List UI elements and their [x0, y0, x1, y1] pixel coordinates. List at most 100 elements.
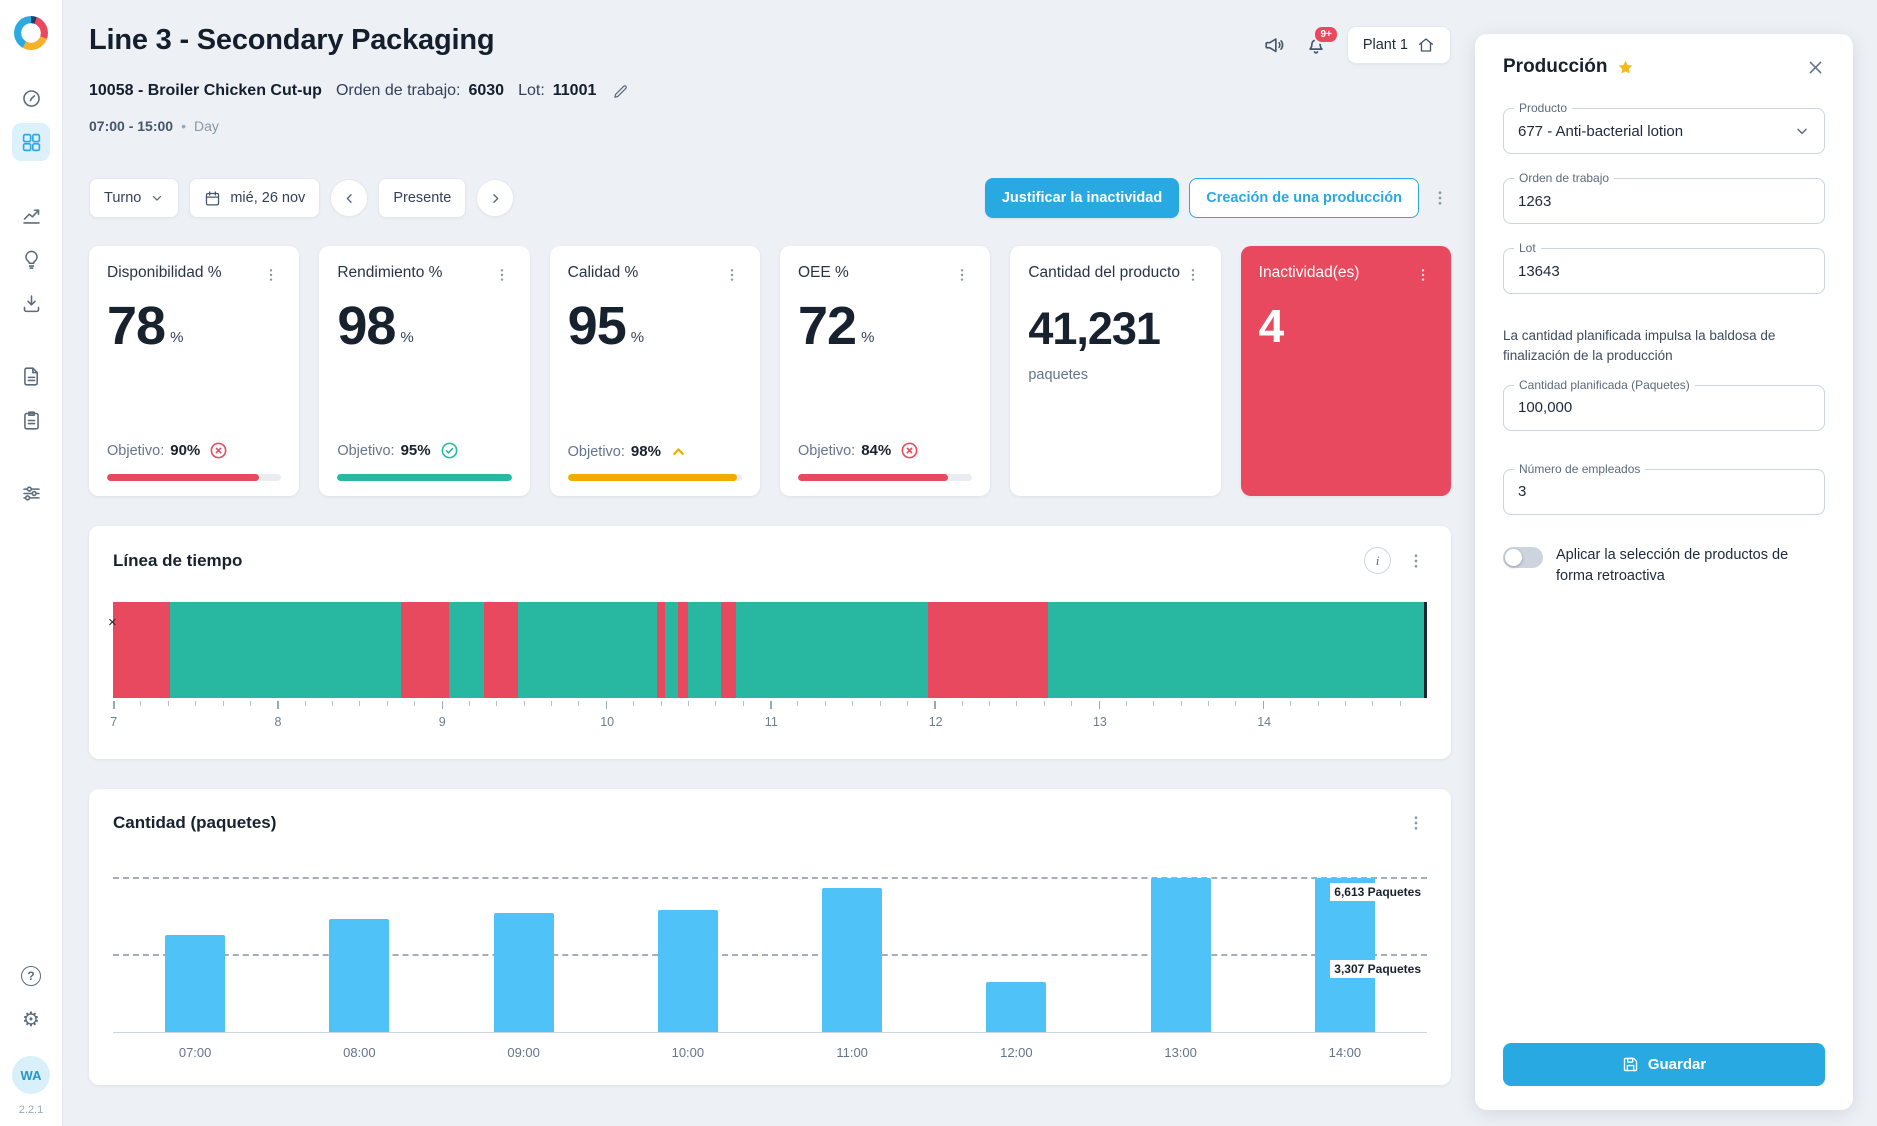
timeline-tick [852, 701, 854, 706]
nav-checklists-icon[interactable] [12, 401, 50, 439]
save-button[interactable]: Guardar [1503, 1043, 1825, 1086]
controls-kebab-icon[interactable] [1429, 185, 1451, 211]
timeline-segment-stop[interactable] [113, 602, 170, 698]
shift-info: 07:00 - 15:00 • Day [89, 118, 1451, 134]
present-button[interactable]: Presente [378, 178, 467, 218]
nav-downloads-icon[interactable] [12, 284, 50, 322]
kpi-kebab-icon[interactable] [1183, 263, 1203, 287]
timeline-segment-run[interactable] [664, 602, 678, 698]
timeline-segment-run[interactable] [735, 602, 928, 698]
nav-filters-icon[interactable] [12, 474, 50, 512]
timeline-segment-run[interactable] [688, 602, 722, 698]
nav-documents-icon[interactable] [12, 357, 50, 395]
bell-icon[interactable]: 9+ [1305, 25, 1339, 56]
employees-field[interactable]: Número de empleados 3 [1503, 461, 1825, 515]
plant-selector-button[interactable]: Plant 1 [1346, 26, 1451, 64]
megaphone-icon[interactable] [1263, 34, 1285, 56]
timeline-segment-stop[interactable] [927, 602, 1049, 698]
quantity-bar-07:00[interactable] [165, 935, 226, 1032]
timeline-tick [167, 701, 169, 706]
star-icon [1617, 59, 1634, 76]
timeline-segment-stop[interactable] [721, 602, 736, 698]
shift-dropdown[interactable]: Turno [89, 178, 180, 218]
page-title: Line 3 - Secondary Packaging [89, 24, 495, 56]
timeline-segment-run[interactable] [517, 602, 657, 698]
timeline-tick-label: 8 [274, 715, 282, 729]
timeline-segment-run[interactable] [1048, 602, 1427, 698]
kpi-kebab-icon[interactable] [261, 263, 281, 287]
nav-shift-view-icon[interactable] [12, 79, 50, 117]
close-icon[interactable] [1806, 58, 1825, 77]
edit-pencil-icon[interactable] [612, 83, 629, 100]
quantity-kebab-icon[interactable] [1405, 810, 1427, 836]
kpi-suffix: % [400, 329, 414, 346]
quantity-x-label: 13:00 [1164, 1045, 1197, 1060]
justify-downtime-button[interactable]: Justificar la inactividad [984, 178, 1180, 218]
info-icon[interactable]: i [1364, 547, 1391, 574]
retroactive-toggle[interactable] [1503, 546, 1543, 568]
planned-quantity-field[interactable]: Cantidad planificada (Paquetes) 100,000 [1503, 377, 1825, 431]
quantity-bar-11:00[interactable] [822, 887, 883, 1032]
quantity-bar-12:00[interactable] [986, 982, 1047, 1032]
quantity-bar-10:00[interactable] [657, 910, 718, 1032]
date-label: mié, 26 nov [230, 190, 306, 206]
timeline-kebab-icon[interactable] [1405, 548, 1427, 574]
quantity-gridline [113, 953, 1427, 956]
production-drawer: Producción Producto 677 - Anti-bacterial… [1475, 34, 1853, 1110]
timeline-segment-stop[interactable] [400, 602, 450, 698]
quantity-bar-13:00[interactable] [1150, 878, 1211, 1032]
timeline-tick-label: 11 [764, 715, 778, 729]
nav-dashboard-icon[interactable] [12, 123, 50, 161]
product-quantity-value: 41,231 [1028, 303, 1161, 354]
timeline-segment-run[interactable] [169, 602, 401, 698]
kpi-kebab-icon[interactable] [1413, 263, 1433, 287]
next-shift-button[interactable] [476, 179, 515, 217]
timeline-segment-stop[interactable] [656, 602, 665, 698]
quantity-bar-14:00[interactable] [1314, 878, 1375, 1032]
timeline-tick [277, 701, 279, 709]
timeline-segment-stop[interactable] [483, 602, 518, 698]
help-icon[interactable]: ? [12, 957, 50, 995]
kpi-card-downtime[interactable]: Inactividad(es) 4 [1240, 246, 1451, 496]
employees-field-label: Número de empleados [1514, 461, 1646, 476]
quantity-bar-09:00[interactable] [493, 912, 554, 1032]
timeline-tick [578, 701, 580, 706]
avatar[interactable]: WA [12, 1056, 50, 1094]
kpi-suffix: % [861, 329, 875, 346]
timeline-segment-stop[interactable] [677, 602, 689, 698]
kpi-kebab-icon[interactable] [952, 263, 972, 287]
prev-shift-button[interactable] [330, 179, 369, 217]
work-order-field[interactable]: Orden de trabajo 1263 [1503, 171, 1825, 224]
kpi-target-value: 84% [861, 442, 892, 459]
quantity-bar-08:00[interactable] [329, 919, 390, 1032]
gear-icon[interactable]: ⚙ [22, 1009, 40, 1031]
kpi-kebab-icon[interactable] [492, 263, 512, 287]
timeline-axis: 7 8 9 10 11 12 13 14 [110, 701, 1427, 741]
nav-insights-icon[interactable] [12, 240, 50, 278]
quantity-x-label: 14:00 [1328, 1045, 1362, 1060]
production-subtitle: 10058 - Broiler Chicken Cut-up Orden de … [89, 82, 1451, 100]
timeline-tick [1372, 701, 1374, 706]
lot-field[interactable]: Lot 13643 [1503, 241, 1825, 294]
timeline-tick [879, 701, 881, 706]
product-select[interactable]: Producto 677 - Anti-bacterial lotion [1503, 101, 1825, 154]
kpi-kebab-icon[interactable] [722, 263, 742, 287]
shift-name: Day [193, 118, 219, 134]
kpi-title: Cantidad del producto [1028, 264, 1180, 281]
create-production-button[interactable]: Creación de una producción [1189, 178, 1419, 218]
product-select-label: Producto [1514, 101, 1573, 115]
kpi-progress-bar [337, 474, 512, 481]
drawer-title: Producción [1503, 56, 1608, 77]
work-order-value: 6030 [468, 82, 505, 99]
timeline-tick-label: 13 [1092, 715, 1107, 729]
timeline-tick [1125, 701, 1127, 706]
work-order-field-value: 1263 [1518, 192, 1552, 210]
timeline-segment-run[interactable] [449, 602, 484, 698]
nav-reports-icon[interactable] [12, 196, 50, 234]
date-picker-button[interactable]: mié, 26 nov [189, 178, 321, 218]
planned-quantity-label: Cantidad planificada (Paquetes) [1514, 377, 1695, 392]
kpi-value: 78 [107, 296, 166, 356]
timeline-start-marker[interactable]: × [108, 614, 117, 631]
timeline-tick [824, 701, 826, 706]
app-logo[interactable] [14, 16, 48, 50]
